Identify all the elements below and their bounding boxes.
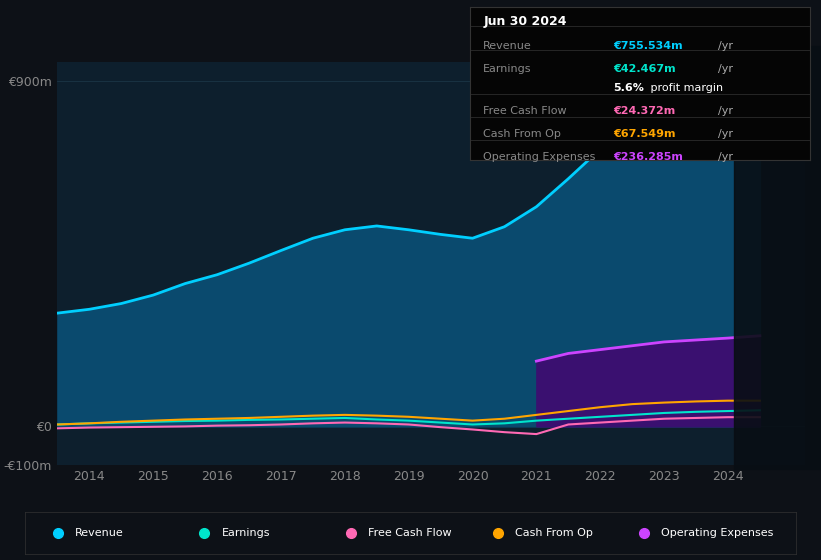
Text: Revenue: Revenue [75, 529, 123, 538]
Text: Earnings: Earnings [222, 529, 270, 538]
Text: Revenue: Revenue [484, 41, 532, 51]
Text: €236.285m: €236.285m [612, 152, 682, 162]
Text: Earnings: Earnings [484, 64, 532, 73]
Text: Free Cash Flow: Free Cash Flow [484, 106, 566, 116]
Text: /yr: /yr [718, 64, 733, 73]
Bar [734, 46, 821, 469]
Text: €24.372m: €24.372m [612, 106, 675, 116]
Text: Cash From Op: Cash From Op [484, 129, 561, 139]
Text: /yr: /yr [718, 106, 733, 116]
Text: €67.549m: €67.549m [612, 129, 675, 139]
Text: /yr: /yr [718, 152, 733, 162]
Text: Free Cash Flow: Free Cash Flow [368, 529, 452, 538]
Text: Cash From Op: Cash From Op [515, 529, 593, 538]
Text: /yr: /yr [718, 41, 733, 51]
Text: /yr: /yr [718, 129, 733, 139]
Text: 5.6%: 5.6% [612, 83, 644, 94]
Text: €755.534m: €755.534m [612, 41, 682, 51]
Text: Operating Expenses: Operating Expenses [662, 529, 773, 538]
Text: €42.467m: €42.467m [612, 64, 676, 73]
Text: profit margin: profit margin [647, 83, 723, 94]
Text: Operating Expenses: Operating Expenses [484, 152, 595, 162]
Text: Jun 30 2024: Jun 30 2024 [484, 15, 566, 28]
